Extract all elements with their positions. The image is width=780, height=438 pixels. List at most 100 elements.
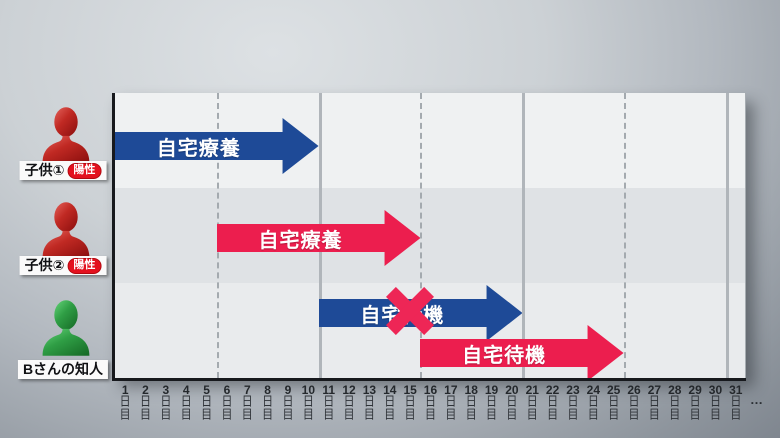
day-number: 19 <box>484 383 499 397</box>
day-suffix-char: 日 <box>160 395 172 409</box>
day-suffix-char: 目 <box>547 408 559 422</box>
day-suffix-char: 日 <box>282 395 294 409</box>
chart-right-border <box>745 93 746 378</box>
day-number: 14 <box>383 383 397 397</box>
day-suffix-char: 日 <box>567 395 579 409</box>
day-suffix-char: 日 <box>587 395 599 409</box>
day-suffix-char: 日 <box>424 395 436 409</box>
day-suffix-char: 日 <box>689 395 701 409</box>
red-bust-person-icon <box>40 106 92 169</box>
day-suffix-char: 目 <box>302 408 314 422</box>
day-number: 15 <box>403 383 417 397</box>
timeline-arrow: 自宅待機 <box>420 325 624 381</box>
day-suffix-char: 日 <box>241 395 253 409</box>
day-number: 11 <box>322 383 336 397</box>
day-number: 12 <box>342 383 356 397</box>
day-suffix-char: 目 <box>445 408 457 422</box>
cross-out-mark <box>386 286 435 340</box>
day-number: 21 <box>525 383 539 397</box>
day-number: 6 <box>223 383 231 397</box>
day-suffix-char: 目 <box>201 408 213 422</box>
day-suffix-char: 目 <box>404 408 416 422</box>
day-suffix-char: 目 <box>526 408 538 422</box>
day-number: 25 <box>607 383 621 397</box>
day-suffix-char: 日 <box>302 395 314 409</box>
positive-badge: 陽性 <box>67 162 102 179</box>
day-suffix-char: 目 <box>567 408 579 422</box>
day-suffix-char: 日 <box>201 395 213 409</box>
day-suffix-char: 目 <box>730 408 742 422</box>
day-suffix-char: 日 <box>608 395 620 409</box>
day-suffix-char: 日 <box>363 395 375 409</box>
day-suffix-char: 日 <box>119 395 131 409</box>
day-suffix-char: 日 <box>262 395 274 409</box>
day-tick: 13 日目 <box>359 384 379 422</box>
day-number: 26 <box>627 383 641 397</box>
day-tick: 24 日目 <box>583 384 603 422</box>
day-suffix-char: 目 <box>323 408 335 422</box>
day-number: 28 <box>668 383 682 397</box>
arrow-shape <box>420 325 624 381</box>
day-suffix-char: 日 <box>343 395 355 409</box>
day-suffix-char: 目 <box>689 408 701 422</box>
day-tick: 20 日目 <box>502 384 522 422</box>
day-number: 10 <box>301 383 316 397</box>
day-suffix-char: 日 <box>221 395 233 409</box>
day-suffix-char: 日 <box>404 395 416 409</box>
timeline-chart: 自宅療養自宅療養自宅待機自宅待機 <box>112 93 746 381</box>
day-suffix-char: 目 <box>608 408 620 422</box>
day-tick: 28 日目 <box>665 384 685 422</box>
day-suffix-char: 日 <box>445 395 457 409</box>
day-number: 8 <box>264 383 271 397</box>
day-tick: 31 日目 <box>726 384 746 422</box>
day-suffix-char: 目 <box>221 408 233 422</box>
person-name-plate: Bさんの知人 <box>17 360 109 379</box>
day-number: 13 <box>362 383 377 397</box>
person-name: 子供① <box>24 162 65 178</box>
day-number: 29 <box>688 383 702 397</box>
day-suffix-char: 日 <box>465 395 477 409</box>
day-number: 2 <box>142 383 149 397</box>
axis-ellipsis: … <box>750 392 763 407</box>
day-tick: 14 日目 <box>380 384 400 422</box>
day-suffix-char: 目 <box>465 408 477 422</box>
day-suffix-char: 目 <box>343 408 355 422</box>
day-tick: 19 日目 <box>481 384 501 422</box>
day-tick: 30 日目 <box>705 384 725 422</box>
day-suffix-char: 日 <box>669 395 681 409</box>
person-name: Bさんの知人 <box>22 361 104 377</box>
arrow-label: 自宅療養 <box>258 229 343 252</box>
day-tick: 16 日目 <box>420 384 440 422</box>
day-suffix-char: 目 <box>669 408 681 422</box>
day-number: 1 <box>121 383 129 397</box>
day-suffix-char: 目 <box>262 408 274 422</box>
day-tick: 25 日目 <box>604 384 624 422</box>
day-number: 20 <box>505 383 519 397</box>
day-number: 3 <box>162 383 170 397</box>
day-number: 5 <box>203 383 210 397</box>
day-suffix-char: 目 <box>648 408 660 422</box>
day-number: 9 <box>284 383 292 397</box>
day-number: 7 <box>243 383 251 397</box>
day-suffix-char: 目 <box>119 408 131 422</box>
day-tick: 22 日目 <box>542 384 562 422</box>
chart-axis-left <box>112 93 115 378</box>
green-bust-person-icon <box>40 299 92 362</box>
person-name-plate: 子供① 陽性 <box>19 161 107 180</box>
day-suffix-char: 目 <box>160 408 172 422</box>
day-suffix-char: 日 <box>628 395 640 409</box>
dashed-gridline <box>420 93 423 378</box>
day-suffix-char: 目 <box>241 408 253 422</box>
day-suffix-char: 目 <box>384 408 396 422</box>
day-suffix-char: 日 <box>506 395 518 409</box>
day-number: 24 <box>586 383 600 397</box>
day-number: 23 <box>566 383 580 397</box>
day-number: 31 <box>729 383 743 397</box>
day-tick: 26 日目 <box>624 384 644 422</box>
